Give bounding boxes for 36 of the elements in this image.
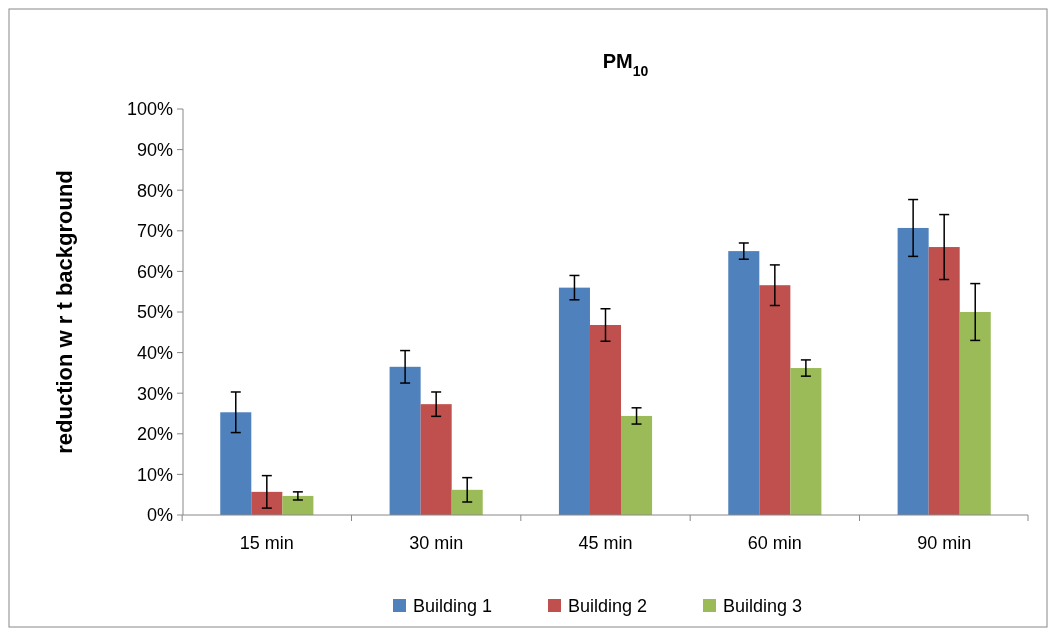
y-tick-label: 10% [136, 464, 173, 485]
y-tick-label: 0% [146, 505, 173, 526]
legend-label: Building 2 [568, 596, 648, 617]
bar [728, 251, 760, 515]
y-tick-label: 70% [136, 221, 173, 242]
x-tick-label: 30 min [409, 533, 464, 553]
bar [589, 324, 622, 515]
x-tick-label: 45 min [578, 533, 633, 553]
bar [928, 247, 960, 515]
bar [959, 312, 991, 515]
y-tick-label: 40% [136, 342, 173, 363]
bar [558, 287, 590, 515]
y-tick-label: 50% [136, 302, 173, 323]
bar [897, 227, 929, 515]
legend-label: Building 3 [723, 596, 803, 617]
bar [282, 495, 314, 515]
x-tick-label: 15 min [239, 533, 294, 553]
chart-title: PM$_{10}$ [602, 50, 649, 79]
bar [389, 366, 421, 515]
y-tick-label: 30% [136, 383, 173, 404]
legend-label: Building 1 [413, 596, 493, 617]
bar [220, 412, 252, 515]
x-tick-label: 90 min [917, 533, 972, 553]
bar [759, 285, 791, 515]
y-tick-label: 60% [136, 261, 173, 282]
bar [621, 415, 653, 515]
y-tick-label: 90% [136, 139, 173, 160]
bar [420, 404, 452, 515]
bar [251, 491, 283, 515]
y-tick-label: 20% [136, 424, 173, 445]
y-tick-label: 100% [126, 99, 173, 120]
y-tick-label: 80% [136, 180, 173, 201]
bar [451, 489, 483, 515]
x-tick-label: 60 min [747, 533, 802, 553]
bar [790, 368, 822, 515]
y-axis-title: reduction w r t background [52, 170, 77, 454]
